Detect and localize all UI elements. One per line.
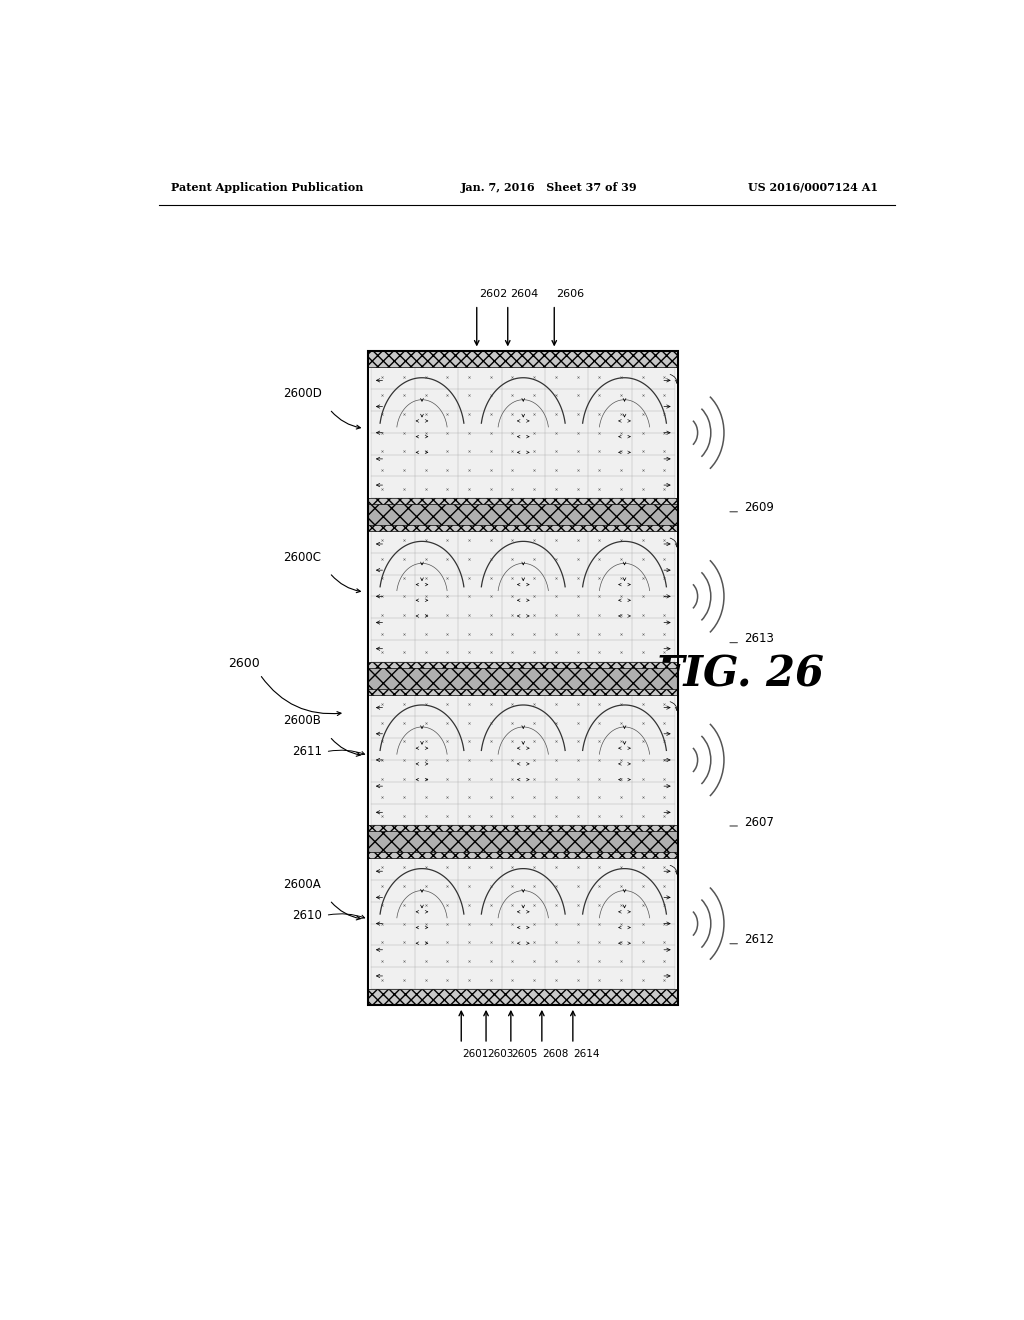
- Text: 2607: 2607: [744, 816, 774, 829]
- Text: 2600B: 2600B: [283, 714, 321, 727]
- Text: 2600D: 2600D: [283, 387, 322, 400]
- Text: 2612: 2612: [744, 933, 774, 946]
- Bar: [369, 825, 678, 842]
- Bar: [369, 832, 678, 853]
- Text: FIG. 26: FIG. 26: [655, 653, 825, 696]
- Bar: [372, 367, 675, 498]
- Text: US 2016/0007124 A1: US 2016/0007124 A1: [748, 182, 878, 193]
- Text: Patent Application Publication: Patent Application Publication: [171, 182, 362, 193]
- Text: 2609: 2609: [744, 502, 774, 515]
- Bar: [369, 661, 678, 678]
- Text: 2605: 2605: [512, 1049, 538, 1059]
- Bar: [369, 498, 678, 515]
- Text: 2613: 2613: [744, 632, 774, 645]
- Bar: [369, 515, 678, 531]
- Text: 2602: 2602: [479, 289, 507, 300]
- Bar: [369, 351, 678, 367]
- Bar: [369, 351, 678, 1006]
- Text: 2606: 2606: [557, 289, 585, 300]
- Bar: [369, 842, 678, 858]
- Text: 2600: 2600: [228, 657, 260, 671]
- Text: 2600A: 2600A: [283, 878, 321, 891]
- Bar: [369, 989, 678, 1006]
- Bar: [372, 531, 675, 661]
- Text: 2600C: 2600C: [283, 550, 321, 564]
- Bar: [369, 668, 678, 689]
- Text: Jan. 7, 2016   Sheet 37 of 39: Jan. 7, 2016 Sheet 37 of 39: [461, 182, 638, 193]
- Text: 2601: 2601: [462, 1049, 488, 1059]
- Text: 2604: 2604: [510, 289, 539, 300]
- Bar: [372, 858, 675, 989]
- Text: 2603: 2603: [486, 1049, 513, 1059]
- Bar: [369, 678, 678, 694]
- Text: 2614: 2614: [573, 1049, 600, 1059]
- Text: 2608: 2608: [543, 1049, 569, 1059]
- Text: 2610: 2610: [292, 909, 322, 921]
- Text: 2611: 2611: [292, 746, 322, 758]
- Bar: [372, 694, 675, 825]
- Bar: [369, 504, 678, 525]
